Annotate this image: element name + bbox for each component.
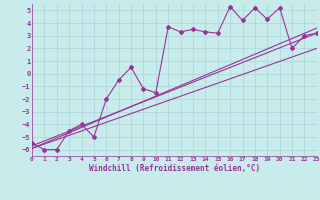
X-axis label: Windchill (Refroidissement éolien,°C): Windchill (Refroidissement éolien,°C) — [89, 164, 260, 173]
